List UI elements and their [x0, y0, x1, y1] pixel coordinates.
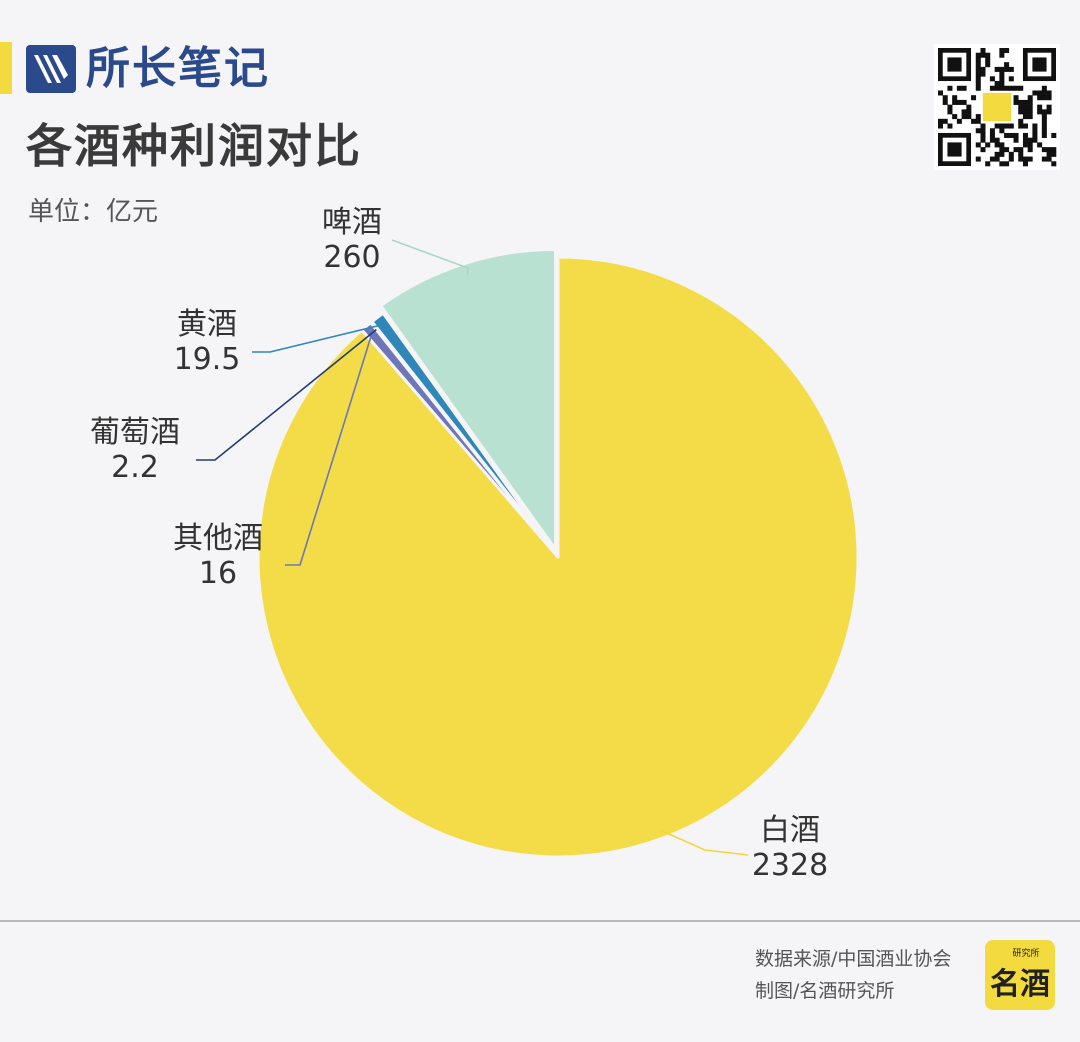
slice-label-0: 白酒 — [760, 813, 820, 848]
brand-header: 所长笔记 — [26, 44, 270, 94]
footer-divider — [0, 920, 1080, 922]
data-source: 数据来源/中国酒业协会 — [755, 948, 952, 970]
brand-name: 所长笔记 — [86, 43, 270, 94]
leader-line-4 — [391, 239, 469, 276]
slice-label-2: 葡萄酒 — [90, 415, 180, 450]
pie-slice-0 — [256, 255, 860, 859]
qr-code-icon — [934, 44, 1060, 170]
slice-label-4: 啤酒 — [322, 205, 382, 240]
mingjiu-logo-icon: 研究所 名酒 — [985, 940, 1055, 1010]
slice-value-0: 2328 — [752, 848, 828, 883]
chart-maker: 制图/名酒研究所 — [755, 980, 895, 1002]
slice-value-2: 2.2 — [111, 450, 159, 485]
footer-logo-text: 名酒 — [990, 967, 1050, 1002]
pie-slice-4 — [379, 247, 558, 551]
slice-value-4: 260 — [323, 240, 380, 275]
slice-value-1: 16 — [199, 556, 237, 591]
slice-label-1: 其他酒 — [173, 521, 263, 556]
leader-line-2 — [196, 328, 378, 461]
slice-label-3: 黄酒 — [177, 307, 237, 342]
slice-value-3: 19.5 — [174, 342, 241, 377]
leader-line-3 — [252, 323, 384, 353]
unit-label: 单位：亿元 — [28, 197, 159, 227]
footer-logo-small-text: 研究所 — [1012, 947, 1039, 959]
leader-line-0 — [659, 829, 749, 856]
leader-line-1 — [285, 332, 373, 566]
accent-bar — [0, 42, 12, 94]
brand-logo-icon — [26, 45, 76, 93]
pie-slice-3 — [370, 311, 560, 559]
chart-title: 各酒种利润对比 — [26, 119, 362, 173]
